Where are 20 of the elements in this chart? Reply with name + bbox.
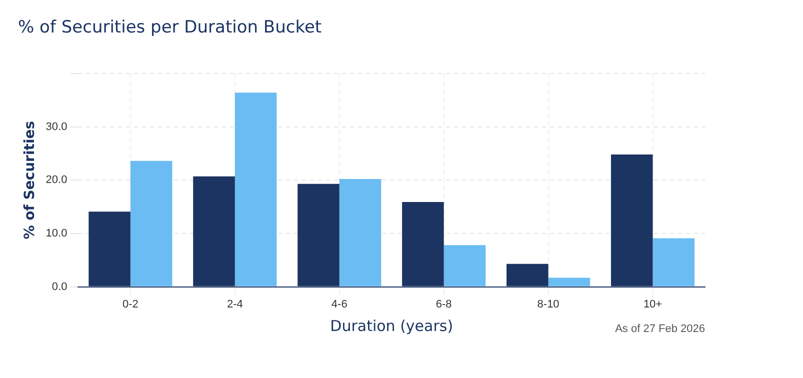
chart-title: % of Securities per Duration Bucket <box>18 18 322 38</box>
y-axis-title: % of Securities <box>22 120 38 240</box>
text: As of 27 Feb 2026 <box>615 322 705 335</box>
x-tick-label: 8-10 <box>537 298 560 310</box>
bar <box>234 92 277 286</box>
y-tick-label: 0.0 <box>52 280 68 293</box>
bar <box>339 179 382 286</box>
bar <box>548 278 590 286</box>
bar <box>444 245 486 286</box>
y-tick-label: 10.0 <box>46 227 68 240</box>
x-axis-title: Duration (years) <box>330 316 454 335</box>
bar <box>652 238 695 286</box>
y-tick-label: 30.0 <box>46 120 68 133</box>
x-tick-label: 10+ <box>643 298 662 310</box>
y-tick-label: 20.0 <box>46 174 68 186</box>
x-tick-label: 4-6 <box>331 298 348 310</box>
bar <box>130 160 172 286</box>
x-tick-label: 0-2 <box>122 298 138 310</box>
x-tick-label: 2-4 <box>226 298 243 310</box>
x-tick-label: 6-8 <box>436 298 452 310</box>
